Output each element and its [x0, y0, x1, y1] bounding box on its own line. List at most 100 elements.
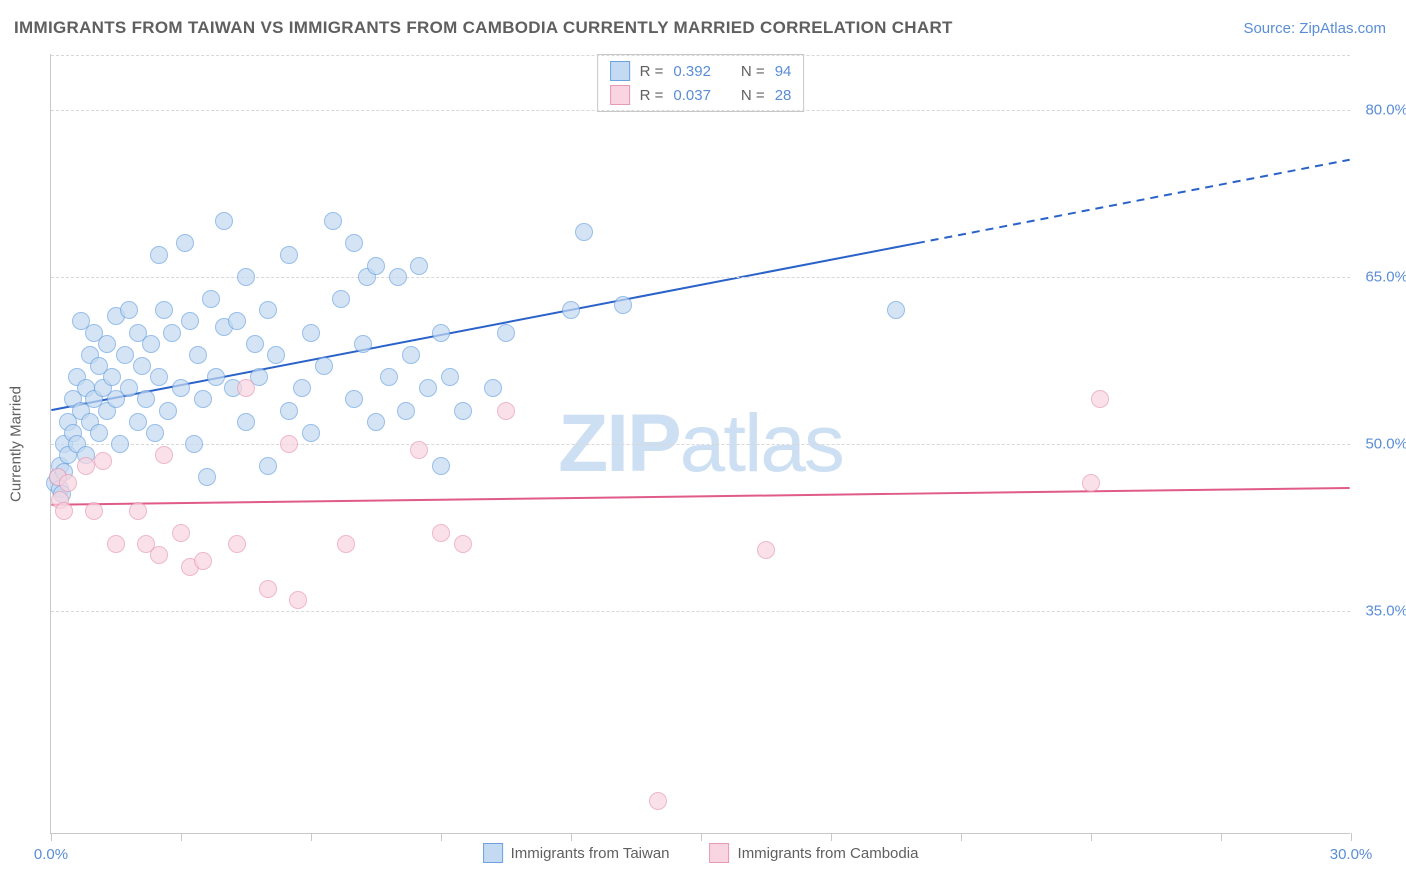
data-point	[315, 357, 333, 375]
x-tick	[571, 833, 572, 841]
data-point	[887, 301, 905, 319]
data-point	[181, 312, 199, 330]
n-value: 94	[775, 63, 792, 80]
data-point	[484, 379, 502, 397]
data-point	[337, 535, 355, 553]
data-point	[120, 379, 138, 397]
data-point	[77, 457, 95, 475]
data-point	[116, 346, 134, 364]
data-point	[172, 524, 190, 542]
source-attribution: Source: ZipAtlas.com	[1243, 20, 1386, 37]
data-point	[1091, 390, 1109, 408]
data-point	[194, 552, 212, 570]
data-point	[90, 424, 108, 442]
data-point	[410, 441, 428, 459]
data-point	[150, 246, 168, 264]
data-point	[85, 502, 103, 520]
data-point	[59, 474, 77, 492]
data-point	[454, 535, 472, 553]
data-point	[237, 379, 255, 397]
data-point	[94, 452, 112, 470]
legend-row: R =0.392N =94	[610, 59, 792, 83]
x-tick	[311, 833, 312, 841]
data-point	[389, 268, 407, 286]
data-point	[302, 424, 320, 442]
data-point	[120, 301, 138, 319]
n-label: N =	[741, 63, 765, 80]
x-tick	[1091, 833, 1092, 841]
data-point	[237, 413, 255, 431]
data-point	[454, 402, 472, 420]
data-point	[185, 435, 203, 453]
legend-label: Immigrants from Cambodia	[738, 845, 919, 862]
y-axis-label: Currently Married	[8, 386, 25, 502]
data-point	[354, 335, 372, 353]
data-point	[267, 346, 285, 364]
data-point	[497, 402, 515, 420]
gridline	[51, 55, 1350, 56]
data-point	[280, 435, 298, 453]
x-tick	[961, 833, 962, 841]
y-tick-label: 80.0%	[1358, 101, 1406, 118]
r-label: R =	[640, 63, 664, 80]
data-point	[150, 546, 168, 564]
data-point	[259, 301, 277, 319]
n-label: N =	[741, 87, 765, 104]
x-tick	[441, 833, 442, 841]
scatter-plot: Currently Married ZIPatlas R =0.392N =94…	[50, 54, 1350, 834]
y-tick-label: 50.0%	[1358, 436, 1406, 453]
data-point	[441, 368, 459, 386]
data-point	[202, 290, 220, 308]
data-point	[380, 368, 398, 386]
data-point	[302, 324, 320, 342]
data-point	[246, 335, 264, 353]
data-point	[332, 290, 350, 308]
y-tick-label: 65.0%	[1358, 268, 1406, 285]
data-point	[155, 446, 173, 464]
data-point	[367, 257, 385, 275]
data-point	[98, 335, 116, 353]
x-tick	[1351, 833, 1352, 841]
data-point	[137, 390, 155, 408]
data-point	[259, 580, 277, 598]
data-point	[237, 268, 255, 286]
data-point	[146, 424, 164, 442]
data-point	[150, 368, 168, 386]
data-point	[103, 368, 121, 386]
data-point	[133, 357, 151, 375]
data-point	[176, 234, 194, 252]
legend-swatch	[610, 85, 630, 105]
data-point	[172, 379, 190, 397]
data-point	[142, 335, 160, 353]
x-tick-label: 0.0%	[34, 846, 68, 863]
data-point	[215, 212, 233, 230]
legend-swatch	[610, 61, 630, 81]
data-point	[159, 402, 177, 420]
data-point	[107, 535, 125, 553]
legend-label: Immigrants from Taiwan	[511, 845, 670, 862]
data-point	[757, 541, 775, 559]
r-label: R =	[640, 87, 664, 104]
data-point	[345, 234, 363, 252]
data-point	[259, 457, 277, 475]
legend-swatch	[710, 843, 730, 863]
data-point	[189, 346, 207, 364]
data-point	[432, 457, 450, 475]
x-tick	[1221, 833, 1222, 841]
data-point	[497, 324, 515, 342]
series-legend: Immigrants from Taiwan Immigrants from Ca…	[483, 843, 919, 863]
data-point	[324, 212, 342, 230]
x-tick	[701, 833, 702, 841]
gridline	[51, 444, 1350, 445]
data-point	[402, 346, 420, 364]
data-point	[155, 301, 173, 319]
data-point	[228, 312, 246, 330]
legend-swatch	[483, 843, 503, 863]
data-point	[649, 792, 667, 810]
x-tick	[181, 833, 182, 841]
gridline	[51, 110, 1350, 111]
x-tick	[831, 833, 832, 841]
legend-row: R =0.037N =28	[610, 83, 792, 107]
data-point	[129, 502, 147, 520]
data-point	[194, 390, 212, 408]
